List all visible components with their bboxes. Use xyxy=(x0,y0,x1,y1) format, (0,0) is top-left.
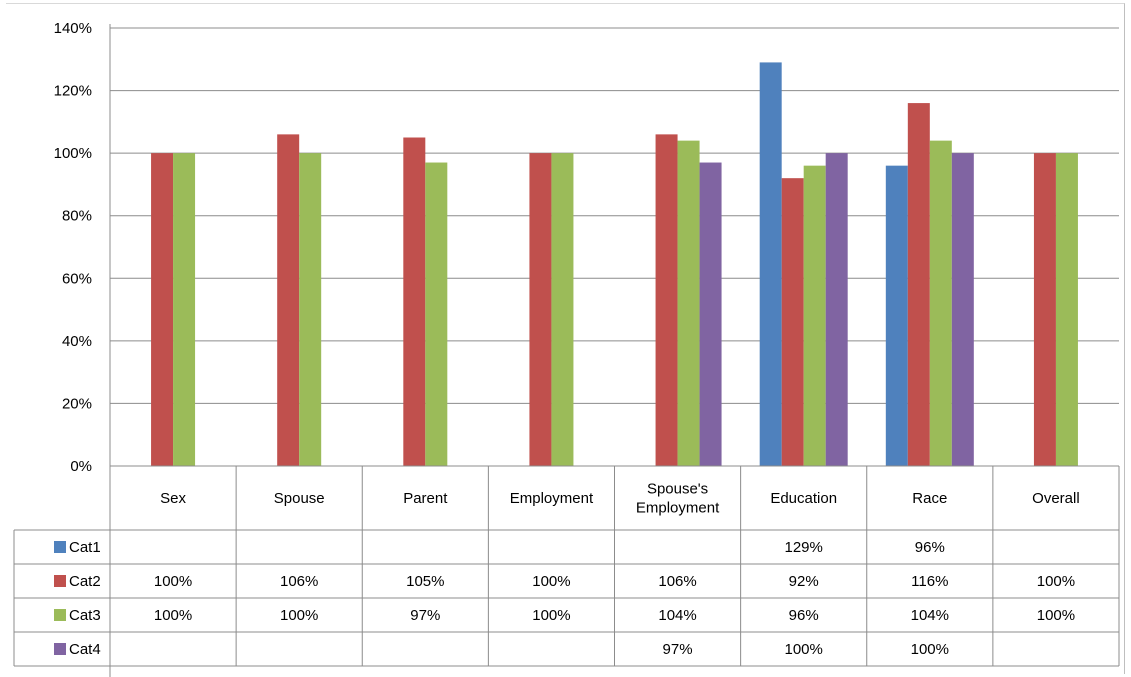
series-name: Cat1 xyxy=(69,539,101,556)
y-tick-label: 20% xyxy=(62,395,92,412)
table-value: 105% xyxy=(406,573,444,590)
bar xyxy=(907,103,930,466)
bar xyxy=(1033,153,1056,466)
y-tick-label: 140% xyxy=(54,20,92,37)
bar xyxy=(699,162,722,466)
legend-key xyxy=(54,575,66,587)
bar xyxy=(677,140,700,466)
table-value: 96% xyxy=(915,539,945,556)
series-name: Cat4 xyxy=(69,641,101,658)
table-value: 100% xyxy=(1037,607,1075,624)
legend-key xyxy=(54,609,66,621)
category-label: Sex xyxy=(160,490,186,507)
bar xyxy=(655,134,678,466)
bar xyxy=(885,165,908,466)
bar xyxy=(529,153,552,466)
table-value: 104% xyxy=(658,607,696,624)
y-tick-label: 80% xyxy=(62,208,92,225)
bar xyxy=(151,153,174,466)
table-value: 92% xyxy=(789,573,819,590)
bar xyxy=(951,153,974,466)
category-label: Parent xyxy=(403,490,448,507)
table-value: 116% xyxy=(911,573,948,590)
table-value: 100% xyxy=(785,641,823,658)
table-value: 97% xyxy=(410,607,440,624)
table-value: 100% xyxy=(911,641,949,658)
bar xyxy=(803,165,826,466)
bar xyxy=(173,153,196,466)
bar xyxy=(403,137,426,466)
table-value: 106% xyxy=(658,573,696,590)
table-value: 129% xyxy=(785,539,823,556)
legend-key xyxy=(54,643,66,655)
table-value: 100% xyxy=(280,607,318,624)
table-value: 100% xyxy=(532,573,570,590)
legend-key xyxy=(54,541,66,553)
category-label: Overall xyxy=(1032,490,1080,507)
y-tick-label: 60% xyxy=(62,270,92,287)
bar xyxy=(759,62,782,467)
category-label: Employment xyxy=(510,490,594,507)
table-value: 100% xyxy=(532,607,570,624)
table-value: 97% xyxy=(663,641,693,658)
category-label: Education xyxy=(770,490,837,507)
chart-frame xyxy=(6,3,1125,674)
table-value: 106% xyxy=(280,573,318,590)
y-tick-label: 40% xyxy=(62,333,92,350)
table-value: 100% xyxy=(1037,573,1075,590)
y-tick-label: 0% xyxy=(70,458,92,475)
bar xyxy=(929,140,952,466)
category-label: Spouse xyxy=(274,490,325,507)
y-tick-label: 100% xyxy=(54,145,92,162)
table-value: 100% xyxy=(154,573,192,590)
category-label: Spouse's xyxy=(647,481,708,498)
bar xyxy=(299,153,322,466)
bar xyxy=(1055,153,1078,466)
y-tick-label: 120% xyxy=(54,83,92,100)
bar xyxy=(277,134,300,466)
table-value: 104% xyxy=(911,607,949,624)
category-label: Race xyxy=(912,490,947,507)
bar xyxy=(551,153,574,466)
series-name: Cat3 xyxy=(69,607,101,624)
series-name: Cat2 xyxy=(69,573,101,590)
table-value: 96% xyxy=(789,607,819,624)
bar xyxy=(825,153,848,466)
table-value: 100% xyxy=(154,607,192,624)
category-label: Employment xyxy=(636,500,720,517)
bar xyxy=(781,178,804,466)
bar xyxy=(425,162,448,466)
